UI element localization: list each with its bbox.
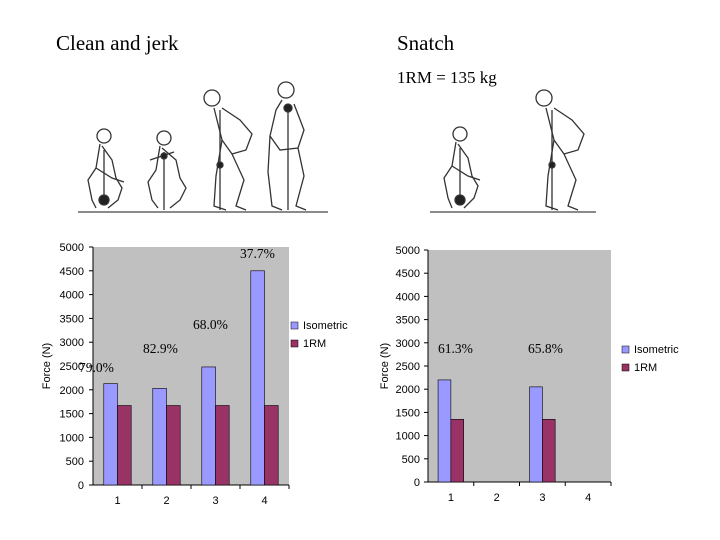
cj-ytick-label: 3000 xyxy=(60,337,84,349)
cj-bar-1rm-2 xyxy=(166,405,181,486)
sn-xtick-label: 3 xyxy=(539,492,545,504)
sn-ytick-label: 4500 xyxy=(396,268,420,280)
sn-xtick-label: 4 xyxy=(585,492,591,504)
cj-pct-annotation: 82.9% xyxy=(143,341,178,356)
sn-legend-label: Isometric xyxy=(634,344,679,356)
sn-bar-1rm-1 xyxy=(450,419,464,483)
cj-ytick-label: 1500 xyxy=(60,409,84,421)
cj-legend-swatch xyxy=(290,339,299,348)
sn-ytick-label: 500 xyxy=(402,454,420,466)
cj-bar-1rm-4 xyxy=(264,405,279,486)
cj-ytick-label: 2500 xyxy=(60,361,84,373)
cj-ytick-label: 3500 xyxy=(60,313,84,325)
sn-ytick-label: 5000 xyxy=(396,245,420,257)
cj-ytick-label: 4500 xyxy=(60,266,84,278)
snatch-title: Snatch xyxy=(397,31,455,55)
cj-y-axis-label: Force (N) xyxy=(41,343,53,389)
sn-legend-swatch xyxy=(621,363,630,372)
lifter-front-rack-dip-icon xyxy=(267,81,307,211)
sn-bar-1rm-3 xyxy=(542,419,556,483)
cj-ytick-label: 2000 xyxy=(60,385,84,397)
cj-legend-label: 1RM xyxy=(303,338,326,350)
lifter-catch-position-icon xyxy=(147,130,187,210)
sn-ytick-label: 3500 xyxy=(396,315,420,327)
cj-legend-label: Isometric xyxy=(303,320,348,332)
sn-ytick-label: 0 xyxy=(414,477,420,489)
cj-ytick-label: 500 xyxy=(66,456,84,468)
lifter-start-position-icon xyxy=(87,128,125,209)
snatch-1rm-note: 1RM = 135 kg xyxy=(397,68,497,87)
cj-bar-1rm-1 xyxy=(117,405,132,486)
cj-bar-isometric-3 xyxy=(201,366,216,486)
sn-ytick-label: 3000 xyxy=(396,338,420,350)
cj-ytick-label: 1000 xyxy=(60,432,84,444)
sn-pct-annotation: 65.8% xyxy=(528,341,563,356)
sn-ytick-label: 2500 xyxy=(396,361,420,373)
sn-y-axis-label: Force (N) xyxy=(379,343,391,389)
snatch-lifter-second-pull-icon xyxy=(535,89,585,211)
cj-pct-annotation: 37.7% xyxy=(240,246,275,261)
lifter-second-pull-icon xyxy=(203,89,253,211)
sn-ytick-label: 1500 xyxy=(396,407,420,419)
cj-pct-annotation: 79.0% xyxy=(79,360,114,375)
cj-xtick-label: 3 xyxy=(212,495,218,507)
cj-ytick-label: 4000 xyxy=(60,290,84,302)
cj-bar-isometric-1 xyxy=(103,383,118,486)
sn-bar-isometric-1 xyxy=(437,379,452,483)
cj-xtick-label: 1 xyxy=(114,495,120,507)
cj-xtick-label: 4 xyxy=(261,495,267,507)
cj-bar-isometric-4 xyxy=(250,270,265,486)
cj-bar-1rm-3 xyxy=(215,405,230,486)
cj-bar-isometric-2 xyxy=(152,388,167,486)
clean-and-jerk-title: Clean and jerk xyxy=(56,31,179,55)
cj-ytick-label: 0 xyxy=(78,480,84,492)
sn-ytick-label: 2000 xyxy=(396,384,420,396)
sn-xtick-label: 1 xyxy=(448,492,454,504)
cj-legend-swatch xyxy=(290,321,299,330)
sn-pct-annotation: 61.3% xyxy=(438,341,473,356)
sn-ytick-label: 1000 xyxy=(396,431,420,443)
sn-xtick-label: 2 xyxy=(494,492,500,504)
snatch-lifter-start-position-icon xyxy=(443,126,481,209)
cj-pct-annotation: 68.0% xyxy=(193,317,228,332)
cj-ytick-label: 5000 xyxy=(60,242,84,254)
sn-ytick-label: 4000 xyxy=(396,291,420,303)
sn-bar-isometric-3 xyxy=(529,386,543,483)
sn-legend-swatch xyxy=(621,345,630,354)
sn-legend-label: 1RM xyxy=(634,362,657,374)
cj-xtick-label: 2 xyxy=(163,495,169,507)
